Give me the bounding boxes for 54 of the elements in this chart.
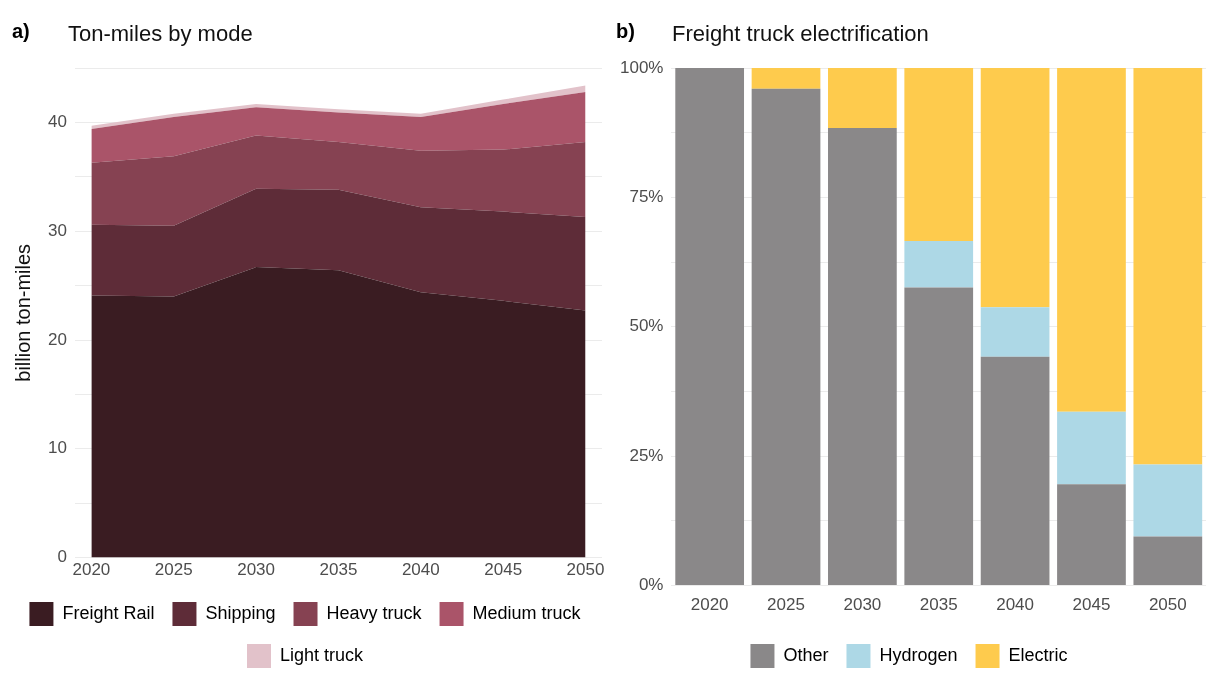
y-tick-label: 10: [47, 438, 67, 458]
bar: [904, 287, 974, 586]
y-tick-label: 40: [47, 112, 67, 132]
bar: [980, 307, 1050, 357]
bar: [1057, 411, 1126, 485]
legend-label: Heavy truck: [326, 602, 423, 623]
bar: [1133, 68, 1203, 465]
text: b): [616, 19, 635, 42]
x-tick-label: 2030: [237, 560, 276, 580]
bar: [675, 68, 745, 586]
chart-title: Freight truck electrification: [672, 21, 929, 47]
y-axis-title: billion ton-miles: [11, 243, 34, 382]
chart-title: Ton-miles by mode: [68, 21, 253, 47]
bar: [828, 68, 897, 129]
legend-label: Light truck: [279, 644, 365, 665]
y-tick-label: 100%: [620, 57, 664, 77]
x-tick-label: 2040: [401, 560, 440, 580]
bar: [1133, 464, 1203, 537]
x-tick-label: 2020: [72, 560, 111, 580]
legend-label: Freight Rail: [62, 602, 155, 623]
x-tick-label: 2025: [767, 595, 805, 615]
y-tick-label: 30: [47, 220, 67, 240]
x-tick-label: 2045: [484, 560, 523, 580]
legend-label: Hydrogen: [879, 644, 958, 665]
x-tick-label: 2050: [566, 560, 605, 580]
y-tick-label: 75%: [629, 187, 664, 207]
y-tick-label: 0%: [638, 575, 664, 595]
legend-label: Electric: [1008, 644, 1068, 665]
x-tick-label: 2040: [996, 595, 1035, 615]
x-tick-label: 2020: [690, 595, 729, 615]
text: a): [12, 19, 30, 42]
y-tick-label: 20: [47, 329, 67, 349]
bar: [980, 356, 1050, 586]
legend-label: Other: [783, 644, 829, 665]
bar: [751, 88, 821, 586]
x-tick-label: 2035: [319, 560, 358, 580]
bar: [828, 128, 897, 586]
x-tick-label: 2030: [843, 595, 882, 615]
x-tick-label: 2035: [919, 595, 958, 615]
legend-label: Shipping: [205, 602, 276, 623]
x-tick-label: 2025: [154, 560, 193, 580]
bar: [1057, 68, 1126, 412]
y-tick-label: 50%: [629, 316, 664, 336]
bar: [904, 240, 974, 288]
bar: [751, 68, 821, 89]
bar: [904, 68, 974, 241]
bar: [1057, 484, 1126, 586]
legend-label: Medium truck: [472, 602, 582, 623]
bar: [1133, 536, 1203, 586]
y-tick-label: 0: [57, 547, 67, 567]
y-tick-label: 25%: [629, 445, 664, 465]
x-tick-label: 2050: [1148, 595, 1187, 615]
x-tick-label: 2045: [1072, 595, 1111, 615]
bar: [980, 68, 1050, 308]
